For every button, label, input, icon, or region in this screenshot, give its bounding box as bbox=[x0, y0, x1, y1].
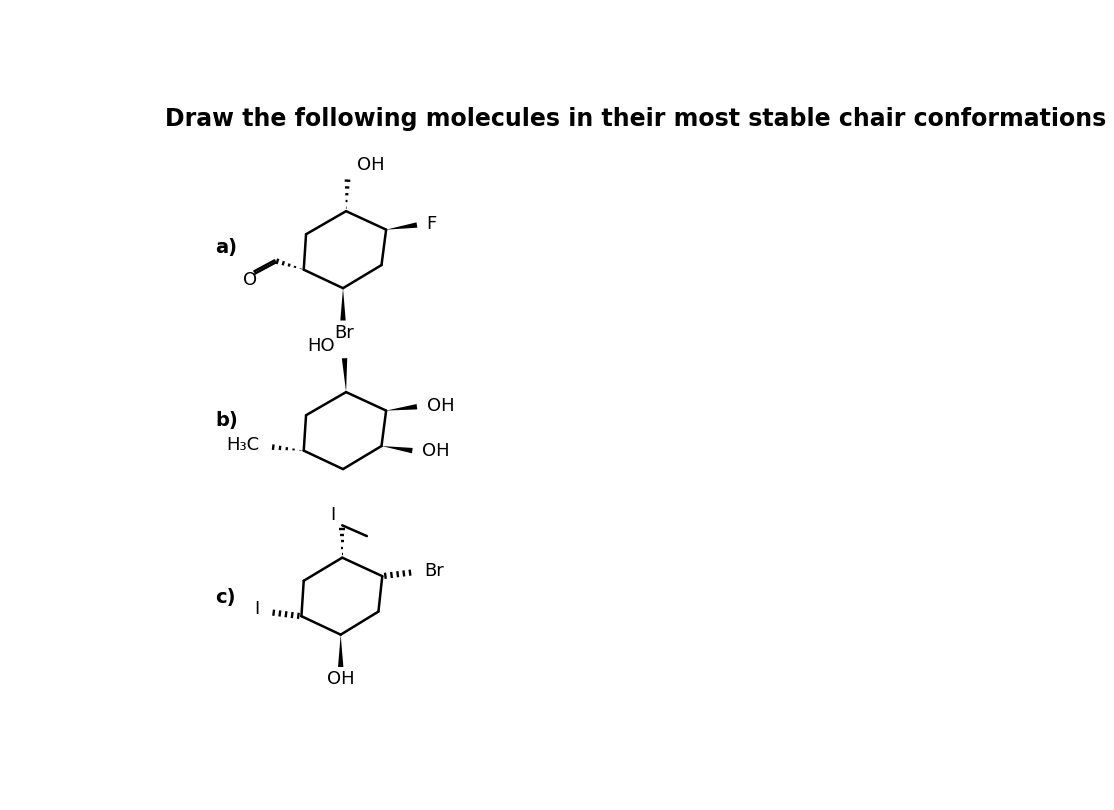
Polygon shape bbox=[387, 223, 418, 230]
Polygon shape bbox=[381, 446, 412, 454]
Text: OH: OH bbox=[326, 671, 354, 688]
Text: F: F bbox=[427, 215, 437, 233]
Polygon shape bbox=[338, 635, 343, 667]
Text: OH: OH bbox=[427, 397, 455, 415]
Text: OH: OH bbox=[356, 156, 384, 174]
Text: c): c) bbox=[215, 588, 236, 608]
Polygon shape bbox=[387, 404, 418, 411]
Text: H₃C: H₃C bbox=[226, 437, 260, 454]
Polygon shape bbox=[342, 358, 348, 392]
Text: I: I bbox=[331, 506, 335, 524]
Text: O: O bbox=[243, 271, 257, 289]
Text: HO: HO bbox=[307, 337, 334, 355]
Polygon shape bbox=[340, 288, 345, 321]
Text: b): b) bbox=[215, 411, 238, 430]
Text: I: I bbox=[255, 600, 260, 618]
Text: a): a) bbox=[215, 238, 237, 257]
Text: Draw the following molecules in their most stable chair conformations (: Draw the following molecules in their mo… bbox=[165, 107, 1114, 131]
Text: Br: Br bbox=[423, 562, 443, 580]
Text: OH: OH bbox=[422, 441, 450, 459]
Text: Br: Br bbox=[334, 324, 354, 342]
